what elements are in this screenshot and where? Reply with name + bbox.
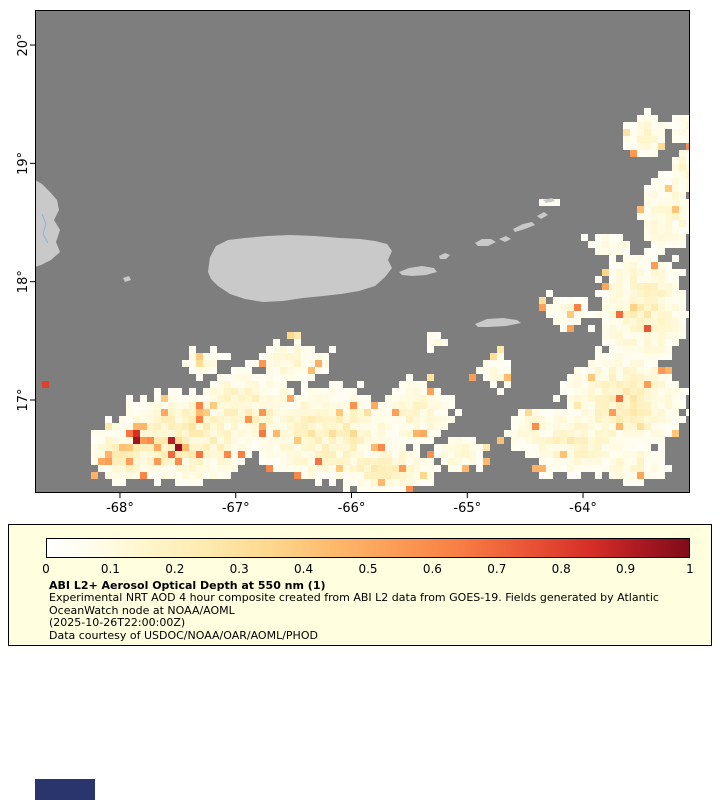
aod-hotspot-layer (42, 367, 665, 472)
land-culebra (439, 253, 450, 259)
y-axis-label: 20° (16, 34, 31, 57)
y-axis-label: 18° (16, 270, 31, 293)
river-line (41, 213, 49, 244)
colorbar-tick-label: 0.8 (551, 562, 571, 576)
land-mona (123, 276, 131, 282)
legend-description-line1: Experimental NRT AOD 4 hour composite cr… (49, 591, 659, 605)
legend-panel: 0 0.1 0.2 0.3 0.4 0.5 0.6 0.7 0.8 0.9 1 ABI L2+ Ae… (8, 524, 712, 646)
land-tortola (513, 222, 535, 232)
colorbar-tick-label: 0.7 (487, 562, 507, 576)
colorbar-tick-label: 1 (686, 562, 694, 576)
land-anegada (543, 198, 555, 203)
x-axis-label: -68° (106, 501, 134, 516)
land-st-thomas (475, 239, 496, 246)
land-st-john (499, 236, 511, 242)
aod-map: -68° -67° -66° -65° -64° 20° 19° 18° 17° (16, 10, 690, 516)
land-hispaniola-fragment (35, 180, 60, 267)
colorbar-tick-label: 0.5 (358, 562, 378, 576)
colorbar-tick-label: 0.9 (616, 562, 636, 576)
logo-fragment (35, 779, 95, 800)
land-st-croix (475, 318, 521, 327)
x-axis-label: -64° (569, 501, 597, 516)
legend-credit: Data courtesy of USDOC/NOAA/OAR/AOML/PHO… (49, 628, 318, 642)
colorbar-tick-label: 0.3 (229, 562, 249, 576)
colorbar-tick-label: 0.2 (165, 562, 185, 576)
colorbar-tick-label: 0 (42, 562, 50, 576)
x-axis-label: -66° (338, 501, 366, 516)
colorbar-tick-label: 0.6 (422, 562, 442, 576)
y-axis-label: 17° (16, 388, 31, 411)
land-vieques (399, 266, 437, 276)
legend-timestamp: (2025-10-26T22:00:00Z) (49, 616, 186, 630)
x-axis-label: -67° (222, 501, 250, 516)
legend-text-block: ABI L2+ Aerosol Optical Depth at 550 nm … (49, 579, 709, 642)
colorbar-tick-label: 0.4 (294, 562, 314, 576)
colorbar-ticks: 0 0.1 0.2 0.3 0.4 0.5 0.6 0.7 0.8 0.9 1 (42, 562, 694, 577)
legend-description-line2: OceanWatch node at NOAA/AOML (49, 603, 235, 617)
land-puerto-rico (208, 235, 392, 302)
map-frame (35, 10, 690, 493)
colorbar (46, 538, 690, 558)
map-layers (35, 108, 690, 493)
y-axis-label: 19° (16, 152, 31, 175)
colorbar-tick-label: 0.1 (100, 562, 120, 576)
x-axis-label: -65° (453, 501, 481, 516)
land-virgin-gorda (537, 212, 548, 219)
legend-title: ABI L2+ Aerosol Optical Depth at 550 nm … (49, 579, 326, 592)
